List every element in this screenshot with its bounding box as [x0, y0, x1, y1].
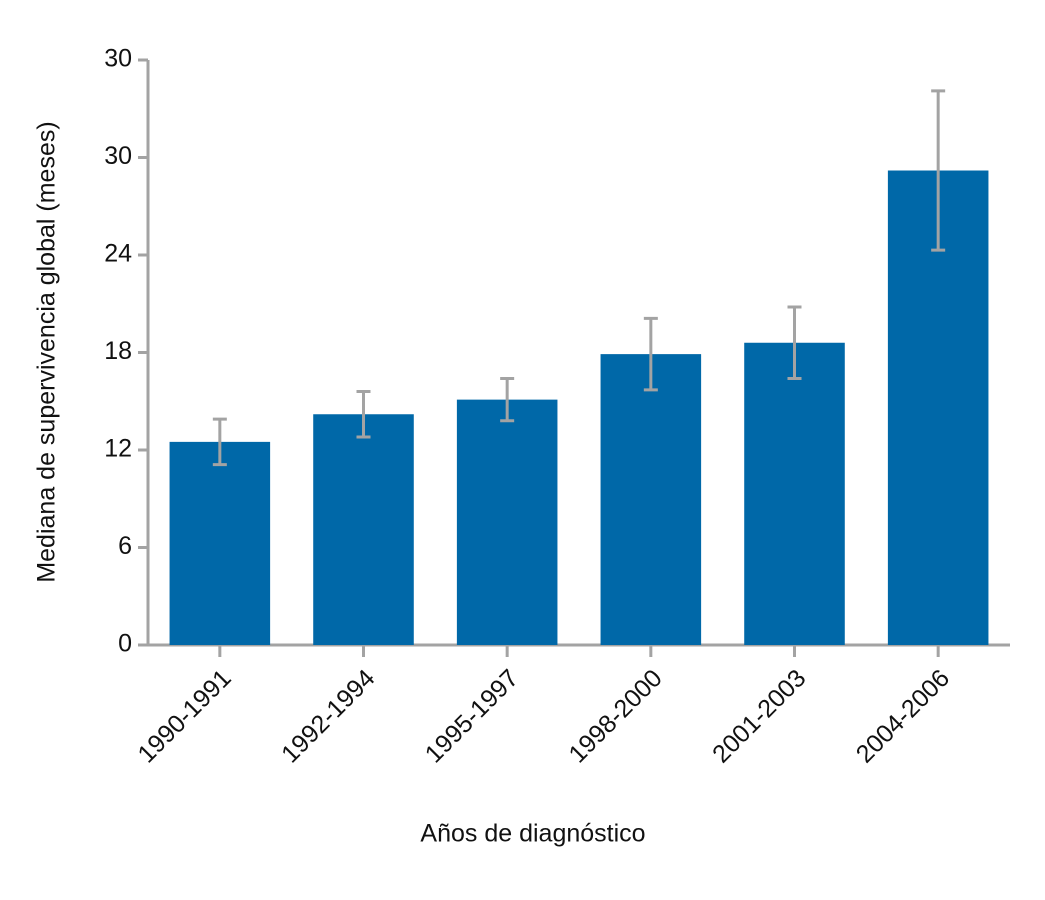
- y-axis-title: Mediana de supervivencia global (meses): [33, 121, 61, 582]
- error-bar: [931, 89, 946, 252]
- x-tick-label: 1998-2000: [563, 664, 667, 768]
- error-bar: [500, 377, 515, 423]
- x-tick-label: 1995-1997: [420, 664, 524, 768]
- bar: [169, 441, 271, 645]
- y-tick-label: 18: [104, 337, 132, 365]
- y-tick-label: 0: [118, 630, 132, 658]
- x-axis-title: Años de diagnóstico: [420, 820, 645, 848]
- y-tick-label: 24: [104, 240, 132, 268]
- error-bar: [643, 316, 658, 392]
- bar: [456, 399, 558, 645]
- y-tick-label: 6: [118, 532, 132, 560]
- error-bar: [212, 417, 227, 467]
- bar: [744, 342, 845, 645]
- y-tick-label: 30: [104, 45, 132, 73]
- y-tick-label: 12: [104, 435, 132, 463]
- y-tick-label: 30: [104, 142, 132, 170]
- x-tick-label: 1992-1994: [276, 664, 380, 768]
- x-tick-label: 2004-2006: [851, 664, 955, 768]
- bar: [313, 414, 414, 645]
- x-tick-label: 1990-1991: [132, 664, 236, 768]
- error-bar: [787, 305, 802, 380]
- x-tick-label: 2001-2003: [707, 664, 811, 768]
- error-bar: [356, 390, 371, 439]
- bar: [600, 354, 702, 645]
